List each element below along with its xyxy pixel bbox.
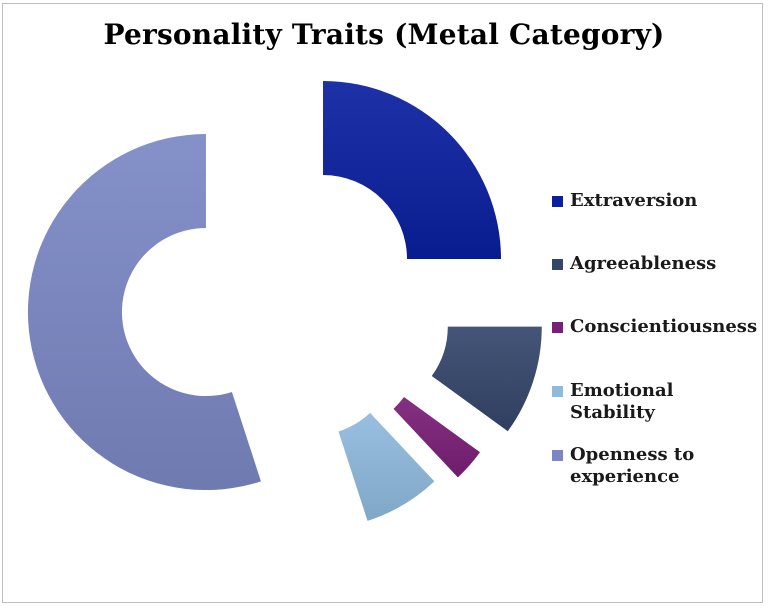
legend-label-extraversion: Extraversion bbox=[570, 190, 698, 211]
legend-swatch-agreeableness bbox=[552, 259, 563, 270]
slice-openness bbox=[27, 134, 261, 491]
legend-swatch-openness bbox=[552, 450, 563, 461]
legend-item-agreeableness: Agreeableness bbox=[552, 253, 716, 275]
legend-label-agreeableness: Agreeableness bbox=[570, 253, 717, 274]
slice-conscientiousness bbox=[393, 396, 481, 478]
legend-swatch-extraversion bbox=[552, 196, 563, 207]
legend-item-openness: Openness to experience bbox=[552, 444, 694, 488]
legend-label-emotional-stability: Emotional Stability bbox=[570, 380, 674, 423]
legend-item-conscientiousness: Conscientiousness bbox=[552, 316, 757, 338]
legend-item-emotional-stability: Emotional Stability bbox=[552, 380, 674, 424]
slice-agreeableness bbox=[431, 326, 542, 432]
chart-title: Personality Traits (Metal Category) bbox=[103, 18, 665, 51]
legend-label-openness: Openness to experience bbox=[570, 444, 695, 487]
slice-emotional-stability bbox=[338, 412, 435, 521]
slice-extraversion bbox=[323, 80, 502, 259]
legend-label-conscientiousness: Conscientiousness bbox=[570, 316, 758, 337]
legend-swatch-emotional-stability bbox=[552, 386, 563, 397]
legend-item-extraversion: Extraversion bbox=[552, 190, 697, 212]
legend-swatch-conscientiousness bbox=[552, 322, 563, 333]
